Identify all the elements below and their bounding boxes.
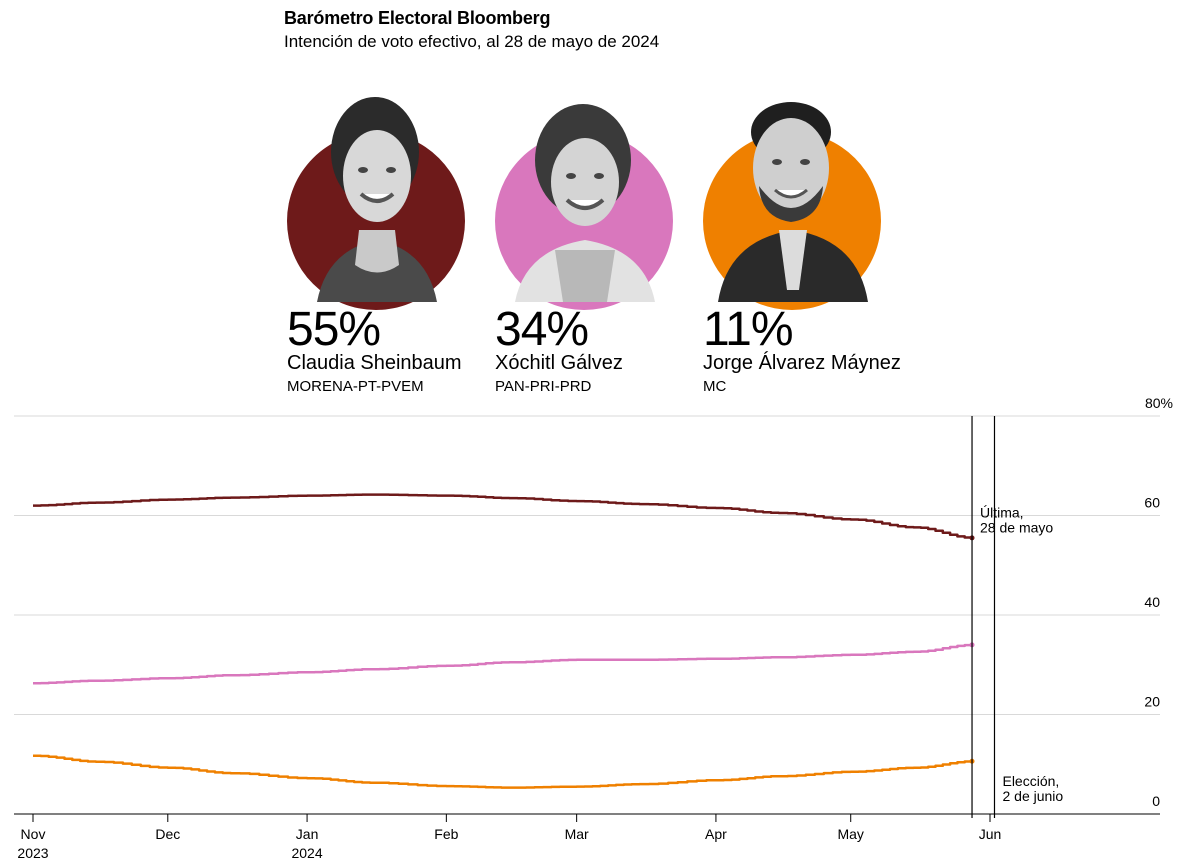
y-tick-label: 20: [1144, 694, 1160, 710]
portrait-illustration: [515, 104, 655, 302]
series-lines: [33, 493, 975, 789]
candidate-percentage: 34%: [495, 303, 589, 356]
y-tick-label: 80%: [1145, 395, 1173, 411]
annotations: Última,28 de mayo Elección,2 de junio: [971, 416, 1063, 818]
gridlines: [14, 415, 1160, 815]
candidate-percentage: 11%: [703, 303, 794, 356]
y-tick-label: 0: [1152, 793, 1160, 809]
x-tick-sublabel: 2023: [17, 845, 48, 861]
x-axis: Nov 2023 Dec Jan 2024 Feb Mar Apr May Jun: [17, 814, 1001, 861]
candidate-photo: [287, 90, 467, 310]
annotation-label: Elección,: [1002, 773, 1059, 789]
x-tick-label: Jun: [979, 826, 1002, 842]
candidate-name: Xóchitl Gálvez: [495, 352, 623, 374]
candidate-card-maynez: 11% Jorge Álvarez Máynez MC: [703, 90, 943, 395]
candidate-party: MORENA-PT-PVEM: [287, 378, 424, 395]
candidate-card-sheinbaum: 55% Claudia Sheinbaum MORENA-PT-PVEM: [287, 90, 527, 395]
chart-subtitle: Intención de voto efectivo, al 28 de may…: [284, 32, 660, 51]
candidate-card-galvez: 34% Xóchitl Gálvez PAN-PRI-PRD: [495, 90, 735, 395]
series-line: [33, 493, 974, 539]
vote-intention-chart: Última,28 de mayo Elección,2 de junio Nov…: [14, 395, 1173, 861]
candidate-name: Jorge Álvarez Máynez: [703, 352, 901, 374]
series-line: [33, 754, 974, 789]
x-tick-label: Nov: [21, 826, 46, 842]
candidate-name: Claudia Sheinbaum: [287, 352, 462, 374]
series-line: [33, 643, 974, 685]
y-tick-label: 40: [1144, 594, 1160, 610]
candidate-photo: [495, 90, 675, 310]
candidate-photo: [703, 90, 883, 310]
x-tick-sublabel: 2024: [291, 845, 322, 861]
x-tick-label: Apr: [705, 826, 727, 842]
portrait-illustration: [317, 97, 437, 302]
candidate-percentage: 55%: [287, 303, 381, 356]
chart-header: Barómetro Electoral Bloomberg Intención …: [284, 6, 659, 54]
y-axis: 80% 0 20 40 60: [1144, 395, 1173, 809]
y-tick-label: 60: [1144, 495, 1160, 511]
candidate-party: PAN-PRI-PRD: [495, 378, 592, 395]
candidate-party: MC: [703, 378, 727, 395]
annotation-label: Última,: [980, 504, 1024, 520]
x-tick-label: Mar: [565, 826, 589, 842]
x-tick-label: Jan: [296, 826, 319, 842]
portrait-illustration: [718, 102, 868, 302]
x-tick-label: Feb: [434, 826, 458, 842]
x-tick-label: May: [837, 826, 863, 842]
chart-title: Barómetro Electoral Bloomberg: [284, 8, 551, 28]
annotation-label: 2 de junio: [1002, 788, 1063, 804]
annotation-label: 28 de mayo: [980, 519, 1053, 535]
x-tick-label: Dec: [155, 826, 180, 842]
